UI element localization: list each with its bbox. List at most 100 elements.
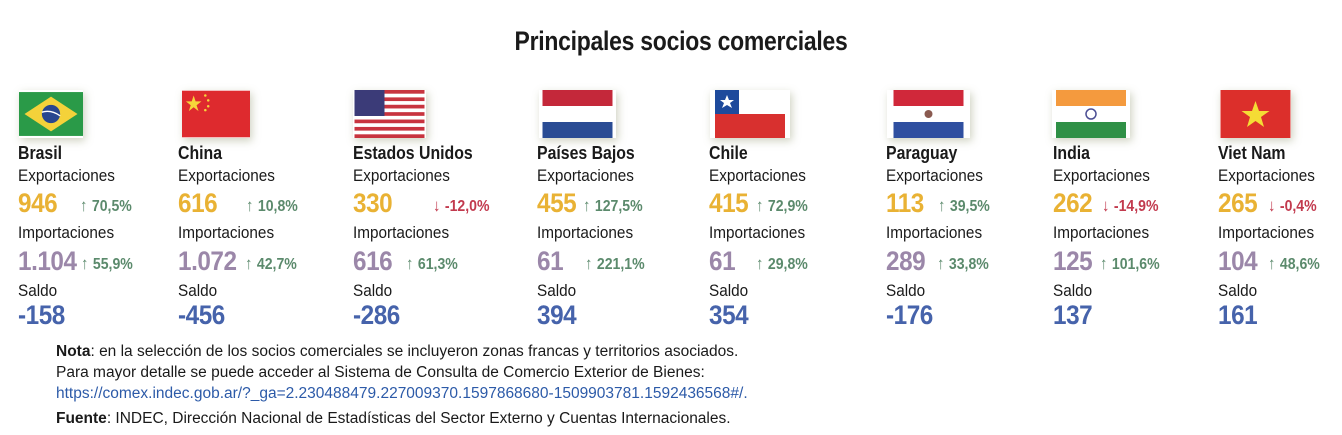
exports-label: Exportaciones bbox=[709, 166, 806, 185]
balance-label: Saldo bbox=[1053, 281, 1093, 300]
balance-value: 394 bbox=[537, 300, 577, 330]
balance-label: Saldo bbox=[537, 281, 577, 300]
imports-label: Importaciones bbox=[18, 223, 115, 242]
paraguay-flag-icon bbox=[887, 90, 970, 138]
imports-value: 616 bbox=[353, 246, 393, 276]
balance-value: -176 bbox=[886, 300, 933, 330]
balance-label: Saldo bbox=[886, 281, 926, 300]
imports-change: ↑ 48,6% bbox=[1268, 254, 1320, 273]
imports-label: Importaciones bbox=[537, 223, 634, 242]
arrow-up-icon: ↑ bbox=[245, 254, 253, 273]
imports-value: 61 bbox=[537, 246, 564, 276]
partner-name: Viet Nam bbox=[1218, 143, 1286, 163]
partner-name: Chile bbox=[709, 143, 748, 163]
balance-label: Saldo bbox=[1218, 281, 1258, 300]
imports-value: 61 bbox=[709, 246, 736, 276]
partner-india: India Exportaciones 262 ↓ -14,9% Importac… bbox=[1053, 0, 1223, 340]
exports-value: 616 bbox=[178, 188, 218, 218]
exports-value: 113 bbox=[886, 188, 924, 218]
partner-name: Brasil bbox=[18, 143, 63, 163]
usa-flag-icon bbox=[353, 90, 426, 138]
vietnam-flag-icon bbox=[1220, 90, 1291, 138]
balance-value: 161 bbox=[1218, 300, 1258, 330]
netherlands-flag-icon bbox=[539, 90, 616, 138]
imports-change: ↑ 29,8% bbox=[756, 254, 808, 273]
balance-label: Saldo bbox=[18, 281, 58, 300]
balance-value: -158 bbox=[18, 300, 65, 330]
note-line: Nota: en la selección de los socios come… bbox=[56, 341, 748, 362]
arrow-up-icon: ↑ bbox=[1268, 254, 1276, 273]
imports-label: Importaciones bbox=[886, 223, 983, 242]
exports-change: ↑ 10,8% bbox=[246, 196, 298, 215]
exports-label: Exportaciones bbox=[353, 166, 450, 185]
partner-paraguay: Paraguay Exportaciones 113 ↑ 39,5% Import… bbox=[886, 0, 1056, 340]
exports-value: 946 bbox=[18, 188, 58, 218]
exports-label: Exportaciones bbox=[886, 166, 983, 185]
detail-text: Para mayor detalle se puede acceder al S… bbox=[56, 364, 705, 381]
exports-change: ↑ 39,5% bbox=[938, 196, 990, 215]
exports-value: 265 bbox=[1218, 188, 1258, 218]
imports-change: ↑ 42,7% bbox=[245, 254, 297, 273]
arrow-up-icon: ↑ bbox=[938, 196, 946, 215]
exports-change: ↓ -0,4% bbox=[1268, 196, 1317, 215]
arrow-up-icon: ↑ bbox=[756, 196, 764, 215]
imports-label: Importaciones bbox=[709, 223, 806, 242]
chile-flag-icon bbox=[710, 90, 790, 138]
partner-viet-nam: Viet Nam Exportaciones 265 ↓ -0,4% Import… bbox=[1218, 0, 1342, 340]
exports-value: 415 bbox=[709, 188, 749, 218]
source-label: Fuente bbox=[56, 410, 107, 427]
arrow-up-icon: ↑ bbox=[937, 254, 945, 273]
exports-label: Exportaciones bbox=[537, 166, 634, 185]
brazil-flag-icon bbox=[19, 90, 83, 138]
exports-value: 455 bbox=[537, 188, 577, 218]
arrow-up-icon: ↑ bbox=[583, 196, 591, 215]
balance-label: Saldo bbox=[178, 281, 218, 300]
imports-value: 125 bbox=[1053, 246, 1093, 276]
arrow-up-icon: ↑ bbox=[756, 254, 764, 273]
comex-link[interactable]: https://comex.indec.gob.ar/?_ga=2.230488… bbox=[56, 385, 748, 402]
imports-label: Importaciones bbox=[353, 223, 450, 242]
balance-label: Saldo bbox=[709, 281, 749, 300]
partner-estados-unidos: Estados Unidos Exportaciones 330 ↓ -12,0%… bbox=[353, 0, 523, 340]
imports-change: ↑ 61,3% bbox=[406, 254, 458, 273]
exports-change: ↑ 127,5% bbox=[583, 196, 643, 215]
arrow-up-icon: ↑ bbox=[406, 254, 414, 273]
exports-change: ↑ 70,5% bbox=[80, 196, 132, 215]
notes: Nota: en la selección de los socios come… bbox=[56, 341, 748, 429]
note-text: : en la selección de los socios comercia… bbox=[90, 343, 739, 360]
arrow-up-icon: ↑ bbox=[246, 196, 254, 215]
exports-change: ↓ -12,0% bbox=[433, 196, 490, 215]
partner-name: China bbox=[178, 143, 223, 163]
imports-change: ↑ 55,9% bbox=[81, 254, 133, 273]
exports-label: Exportaciones bbox=[1053, 166, 1150, 185]
exports-label: Exportaciones bbox=[18, 166, 115, 185]
source-text: : INDEC, Dirección Nacional de Estadísti… bbox=[106, 410, 731, 427]
exports-label: Exportaciones bbox=[1218, 166, 1315, 185]
partner-name: Países Bajos bbox=[537, 143, 635, 163]
imports-value: 289 bbox=[886, 246, 926, 276]
arrow-down-icon: ↓ bbox=[1102, 196, 1110, 215]
balance-label: Saldo bbox=[353, 281, 393, 300]
page-title: Principales socios comerciales bbox=[514, 26, 848, 56]
partner-china: China Exportaciones 616 ↑ 10,8% Importaci… bbox=[178, 0, 348, 340]
exports-value: 330 bbox=[353, 188, 393, 218]
india-flag-icon bbox=[1052, 90, 1130, 138]
partner-países-bajos: Países Bajos Exportaciones 455 ↑ 127,5% I… bbox=[537, 0, 707, 340]
imports-label: Importaciones bbox=[1218, 223, 1315, 242]
exports-value: 262 bbox=[1053, 188, 1093, 218]
partner-chile: Chile Exportaciones 415 ↑ 72,9% Importaci… bbox=[709, 0, 879, 340]
imports-label: Importaciones bbox=[1053, 223, 1150, 242]
arrow-down-icon: ↓ bbox=[1268, 196, 1276, 215]
imports-value: 104 bbox=[1218, 246, 1258, 276]
imports-label: Importaciones bbox=[178, 223, 275, 242]
exports-change: ↓ -14,9% bbox=[1102, 196, 1159, 215]
china-flag-icon bbox=[182, 90, 250, 138]
balance-value: -456 bbox=[178, 300, 225, 330]
note-label: Nota bbox=[56, 343, 91, 360]
imports-value: 1.104 bbox=[18, 246, 77, 276]
partner-name: India bbox=[1053, 143, 1090, 163]
arrow-up-icon: ↑ bbox=[1100, 254, 1108, 273]
arrow-up-icon: ↑ bbox=[585, 254, 593, 273]
exports-change: ↑ 72,9% bbox=[756, 196, 808, 215]
partner-name: Paraguay bbox=[886, 143, 958, 163]
